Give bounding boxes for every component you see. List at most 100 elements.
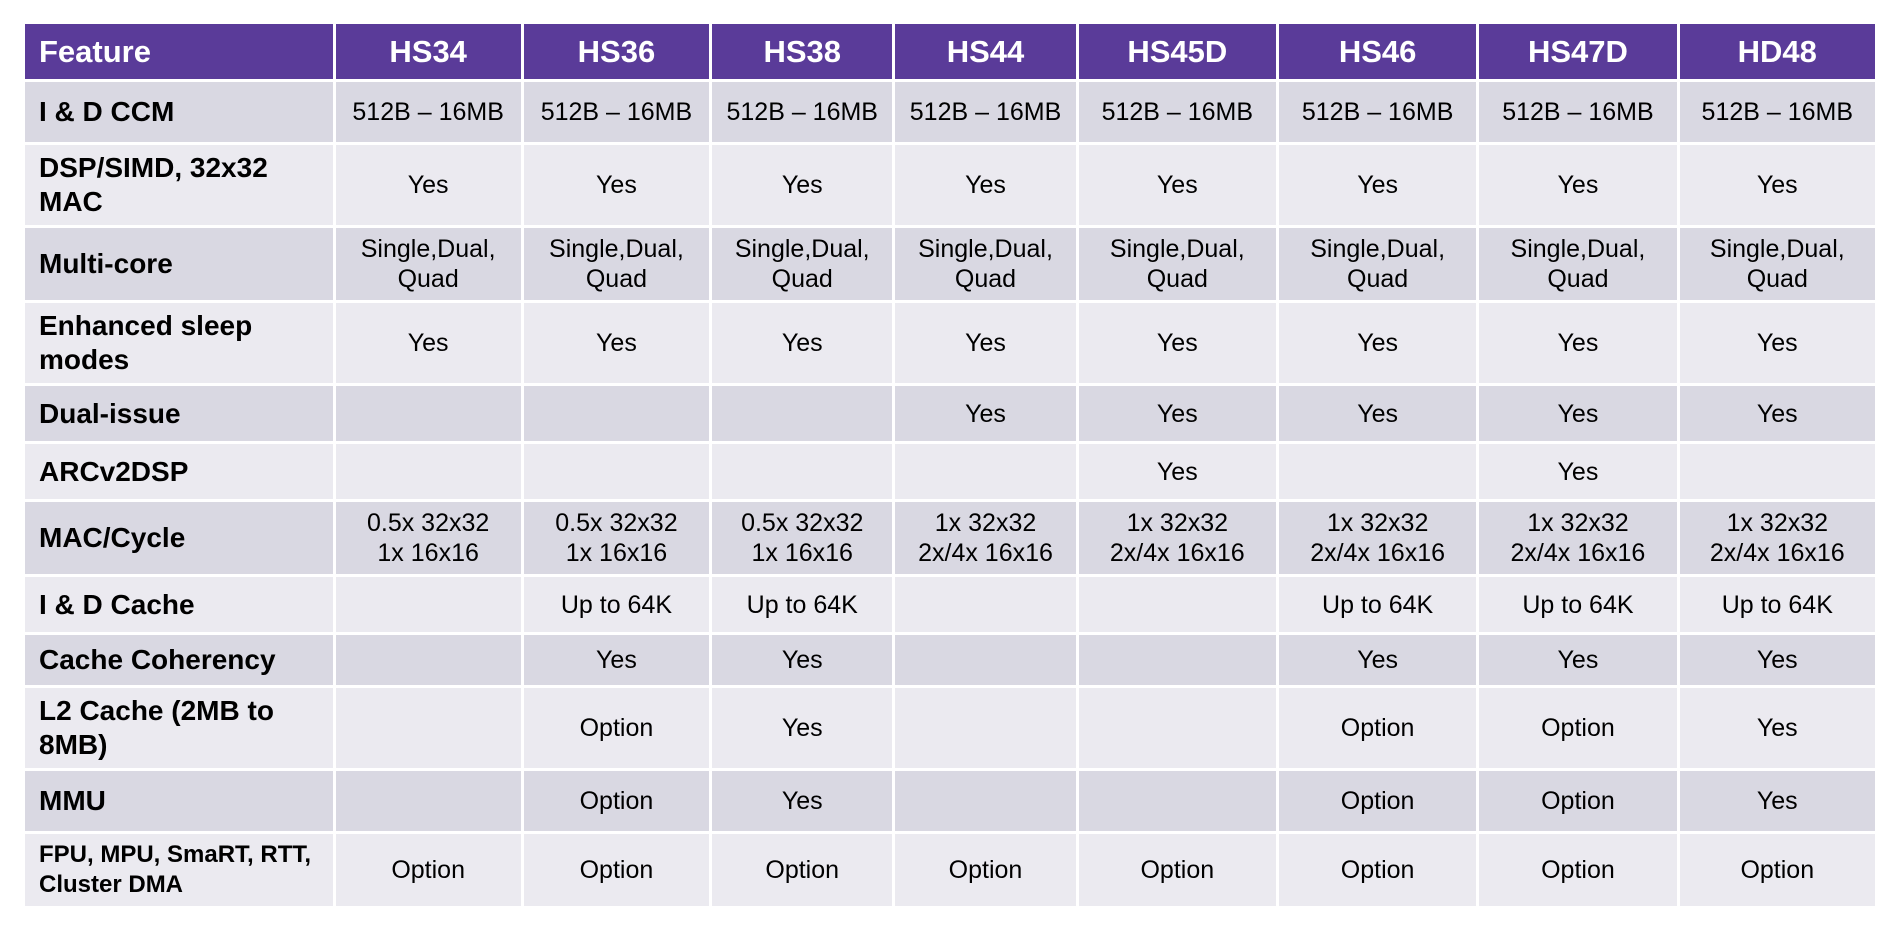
cell-line: Option	[1340, 787, 1415, 815]
cell-line: Up to 64K	[1322, 590, 1434, 619]
table-cell: 0.5x 32x32 1x 16x16	[712, 502, 893, 574]
cell-line: Up to 64K	[560, 590, 673, 619]
table-cell: Yes	[1679, 635, 1875, 685]
table-cell: Yes	[712, 635, 893, 685]
cell-line: Option	[579, 714, 654, 742]
cell-line: 2x/4x 16x16	[918, 539, 1053, 567]
feature-comparison-container: Feature HS34 HS36 HS38 HS44 HS45D HS46 H…	[25, 24, 1875, 909]
row-label: MAC/Cycle	[25, 502, 333, 574]
table-cell: Up to 64K	[1278, 577, 1477, 632]
table-cell: Option	[1278, 834, 1477, 906]
table-cell: Yes	[523, 303, 710, 383]
cell-line: Option	[1140, 856, 1215, 884]
cell-line: Yes	[781, 171, 823, 199]
table-cell: Yes	[1078, 444, 1276, 499]
table-cell: Single,Dual, Quad	[1479, 228, 1677, 300]
table-row: FPU, MPU, SmaRT, RTT, Cluster DMA Option O…	[25, 834, 1875, 906]
column-header-feature: Feature	[25, 24, 333, 79]
table-cell: 512B – 16MB	[335, 82, 521, 142]
table-cell	[895, 577, 1076, 632]
row-label: FPU, MPU, SmaRT, RTT, Cluster DMA	[25, 834, 333, 906]
column-header-hs45d: HS45D	[1078, 24, 1276, 79]
cell-line: Yes	[781, 714, 823, 742]
table-row: MAC/Cycle 0.5x 32x32 1x 16x16 0.5x 32x32 1x …	[25, 502, 1875, 574]
cell-line: 0.5x 32x32	[366, 509, 490, 537]
table-cell	[712, 444, 893, 499]
table-row: MMU Option Yes Option Option Yes	[25, 771, 1875, 831]
row-label: I & D Cache	[25, 577, 333, 632]
cell-line: Up to 64K	[746, 590, 858, 619]
table-cell: 1x 32x32 2x/4x 16x16	[1479, 502, 1677, 574]
cell-line: 512B – 16MB	[352, 98, 504, 126]
cell-line: Yes	[1756, 329, 1798, 357]
table-cell: Yes	[1679, 688, 1875, 768]
table-cell: Single,Dual, Quad	[1078, 228, 1276, 300]
table-cell: Option	[523, 688, 710, 768]
table-cell: Yes	[1479, 444, 1677, 499]
table-cell	[335, 577, 521, 632]
column-header-hd48: HD48	[1679, 24, 1875, 79]
table-cell	[335, 444, 521, 499]
cell-line: Quad	[1547, 265, 1609, 293]
cell-line: Yes	[1156, 399, 1198, 428]
cell-line: Quad	[1347, 265, 1409, 293]
row-label: MMU	[25, 771, 333, 831]
table-cell: Up to 64K	[1479, 577, 1677, 632]
row-label: ARCv2DSP	[25, 444, 333, 499]
table-cell: Yes	[1278, 635, 1477, 685]
cell-line: Up to 64K	[1522, 590, 1634, 619]
table-cell: Yes	[1479, 386, 1677, 441]
table-cell	[895, 771, 1076, 831]
table-cell	[1078, 577, 1276, 632]
table-cell: Yes	[1679, 386, 1875, 441]
table-cell	[1078, 688, 1276, 768]
cell-line: Yes	[1156, 329, 1198, 357]
table-body: I & D CCM 512B – 16MB 512B – 16MB 512B – 16…	[25, 82, 1875, 906]
cell-line: 512B – 16MB	[909, 98, 1062, 126]
column-header-hs36: HS36	[523, 24, 710, 79]
table-cell: Yes	[1078, 386, 1276, 441]
cell-line: Option	[1541, 856, 1615, 884]
cell-line: Option	[765, 856, 840, 884]
table-row: Multi-core Single,Dual, Quad Single,Dual, Qu…	[25, 228, 1875, 300]
cell-line: Quad	[1146, 265, 1208, 293]
table-cell: 0.5x 32x32 1x 16x16	[523, 502, 710, 574]
column-header-hs46: HS46	[1278, 24, 1477, 79]
cell-line: Yes	[1156, 171, 1198, 199]
table-cell: Option	[1278, 771, 1477, 831]
row-label: Multi-core	[25, 228, 333, 300]
column-header-hs47d: HS47D	[1479, 24, 1677, 79]
cell-line: Yes	[1756, 714, 1798, 742]
cell-line: Yes	[1357, 646, 1399, 674]
table-cell: 512B – 16MB	[1078, 82, 1276, 142]
table-cell: Option	[1679, 834, 1875, 906]
cell-line: Yes	[407, 329, 449, 357]
cell-line: Yes	[781, 646, 823, 674]
table-cell: Yes	[1679, 145, 1875, 225]
table-cell: Option	[1479, 688, 1677, 768]
table-cell: Yes	[895, 303, 1076, 383]
cell-line: Option	[1541, 787, 1615, 815]
cell-line: 1x 16x16	[565, 539, 668, 567]
cell-line: Yes	[1357, 399, 1399, 428]
cell-line: Option	[1340, 856, 1415, 884]
table-row: Cache Coherency Yes Yes Yes Yes Yes	[25, 635, 1875, 685]
table-cell: Single,Dual, Quad	[712, 228, 893, 300]
table-cell	[712, 386, 893, 441]
row-label: L2 Cache (2MB to 8MB)	[25, 688, 333, 768]
table-cell: Option	[895, 834, 1076, 906]
table-cell: Yes	[1278, 386, 1477, 441]
row-label: DSP/SIMD, 32x32 MAC	[25, 145, 333, 225]
table-row: I & D Cache Up to 64K Up to 64K Up to 64K Up…	[25, 577, 1875, 632]
cell-line: 2x/4x 16x16	[1709, 539, 1845, 567]
cell-line: Quad	[397, 265, 459, 293]
table-cell: 512B – 16MB	[895, 82, 1076, 142]
table-row: I & D CCM 512B – 16MB 512B – 16MB 512B – 16…	[25, 82, 1875, 142]
table-cell: 1x 32x32 2x/4x 16x16	[1679, 502, 1875, 574]
table-cell	[1078, 635, 1276, 685]
cell-line: Option	[579, 856, 654, 884]
cell-line: 1x 32x32	[1126, 509, 1229, 537]
table-cell: Yes	[523, 145, 710, 225]
table-cell: Option	[1278, 688, 1477, 768]
cell-line: Option	[579, 787, 654, 815]
